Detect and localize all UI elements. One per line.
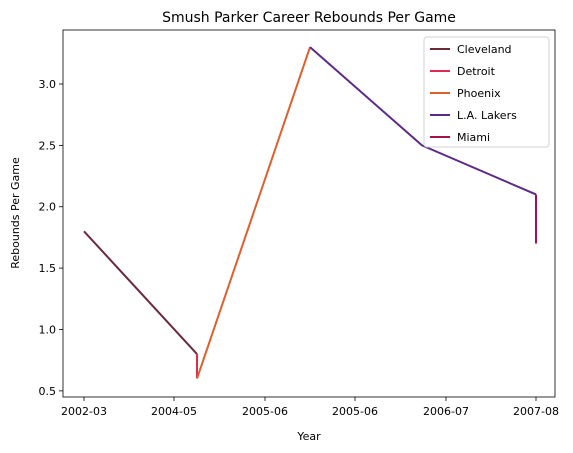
chart-title: Smush Parker Career Rebounds Per Game (162, 10, 456, 26)
x-tick-label: 2005-06 (242, 405, 288, 418)
y-tick-label: 3.0 (39, 78, 57, 91)
legend-label: L.A. Lakers (457, 109, 517, 122)
series-line-cleveland (83, 230, 198, 355)
legend-label: Cleveland (457, 43, 512, 56)
y-tick-label: 2.0 (39, 201, 57, 214)
y-tick-label: 1.5 (39, 262, 57, 275)
x-axis-label: Year (296, 430, 321, 443)
x-tick-label: 2005-06 (332, 405, 378, 418)
legend-label: Phoenix (457, 87, 501, 100)
series-line-phoenix (196, 46, 311, 379)
series-line-l-a-lakers (309, 46, 537, 196)
series-lines (83, 46, 537, 379)
x-tick-label: 2006-07 (423, 405, 469, 418)
legend-label: Detroit (457, 65, 496, 78)
x-tick-label: 2002-03 (61, 405, 107, 418)
y-tick-label: 0.5 (39, 385, 57, 398)
legend-box (423, 36, 550, 148)
x-tick-label: 2004-05 (151, 405, 197, 418)
y-tick-label: 1.0 (39, 323, 57, 336)
x-tick-label: 2007-08 (513, 405, 559, 418)
legend-label: Miami (457, 131, 490, 144)
y-axis: 0.5 1.0 1.5 2.0 2.5 3.0 (39, 78, 63, 398)
x-axis: 2002-03 2004-05 2005-06 2005-06 2006-07 2007-… (61, 397, 559, 418)
y-axis-label: Rebounds Per Game (9, 157, 22, 269)
legend: Cleveland Detroit Phoenix L.A. Lakers Miami (423, 36, 550, 148)
y-tick-label: 2.5 (39, 139, 57, 152)
